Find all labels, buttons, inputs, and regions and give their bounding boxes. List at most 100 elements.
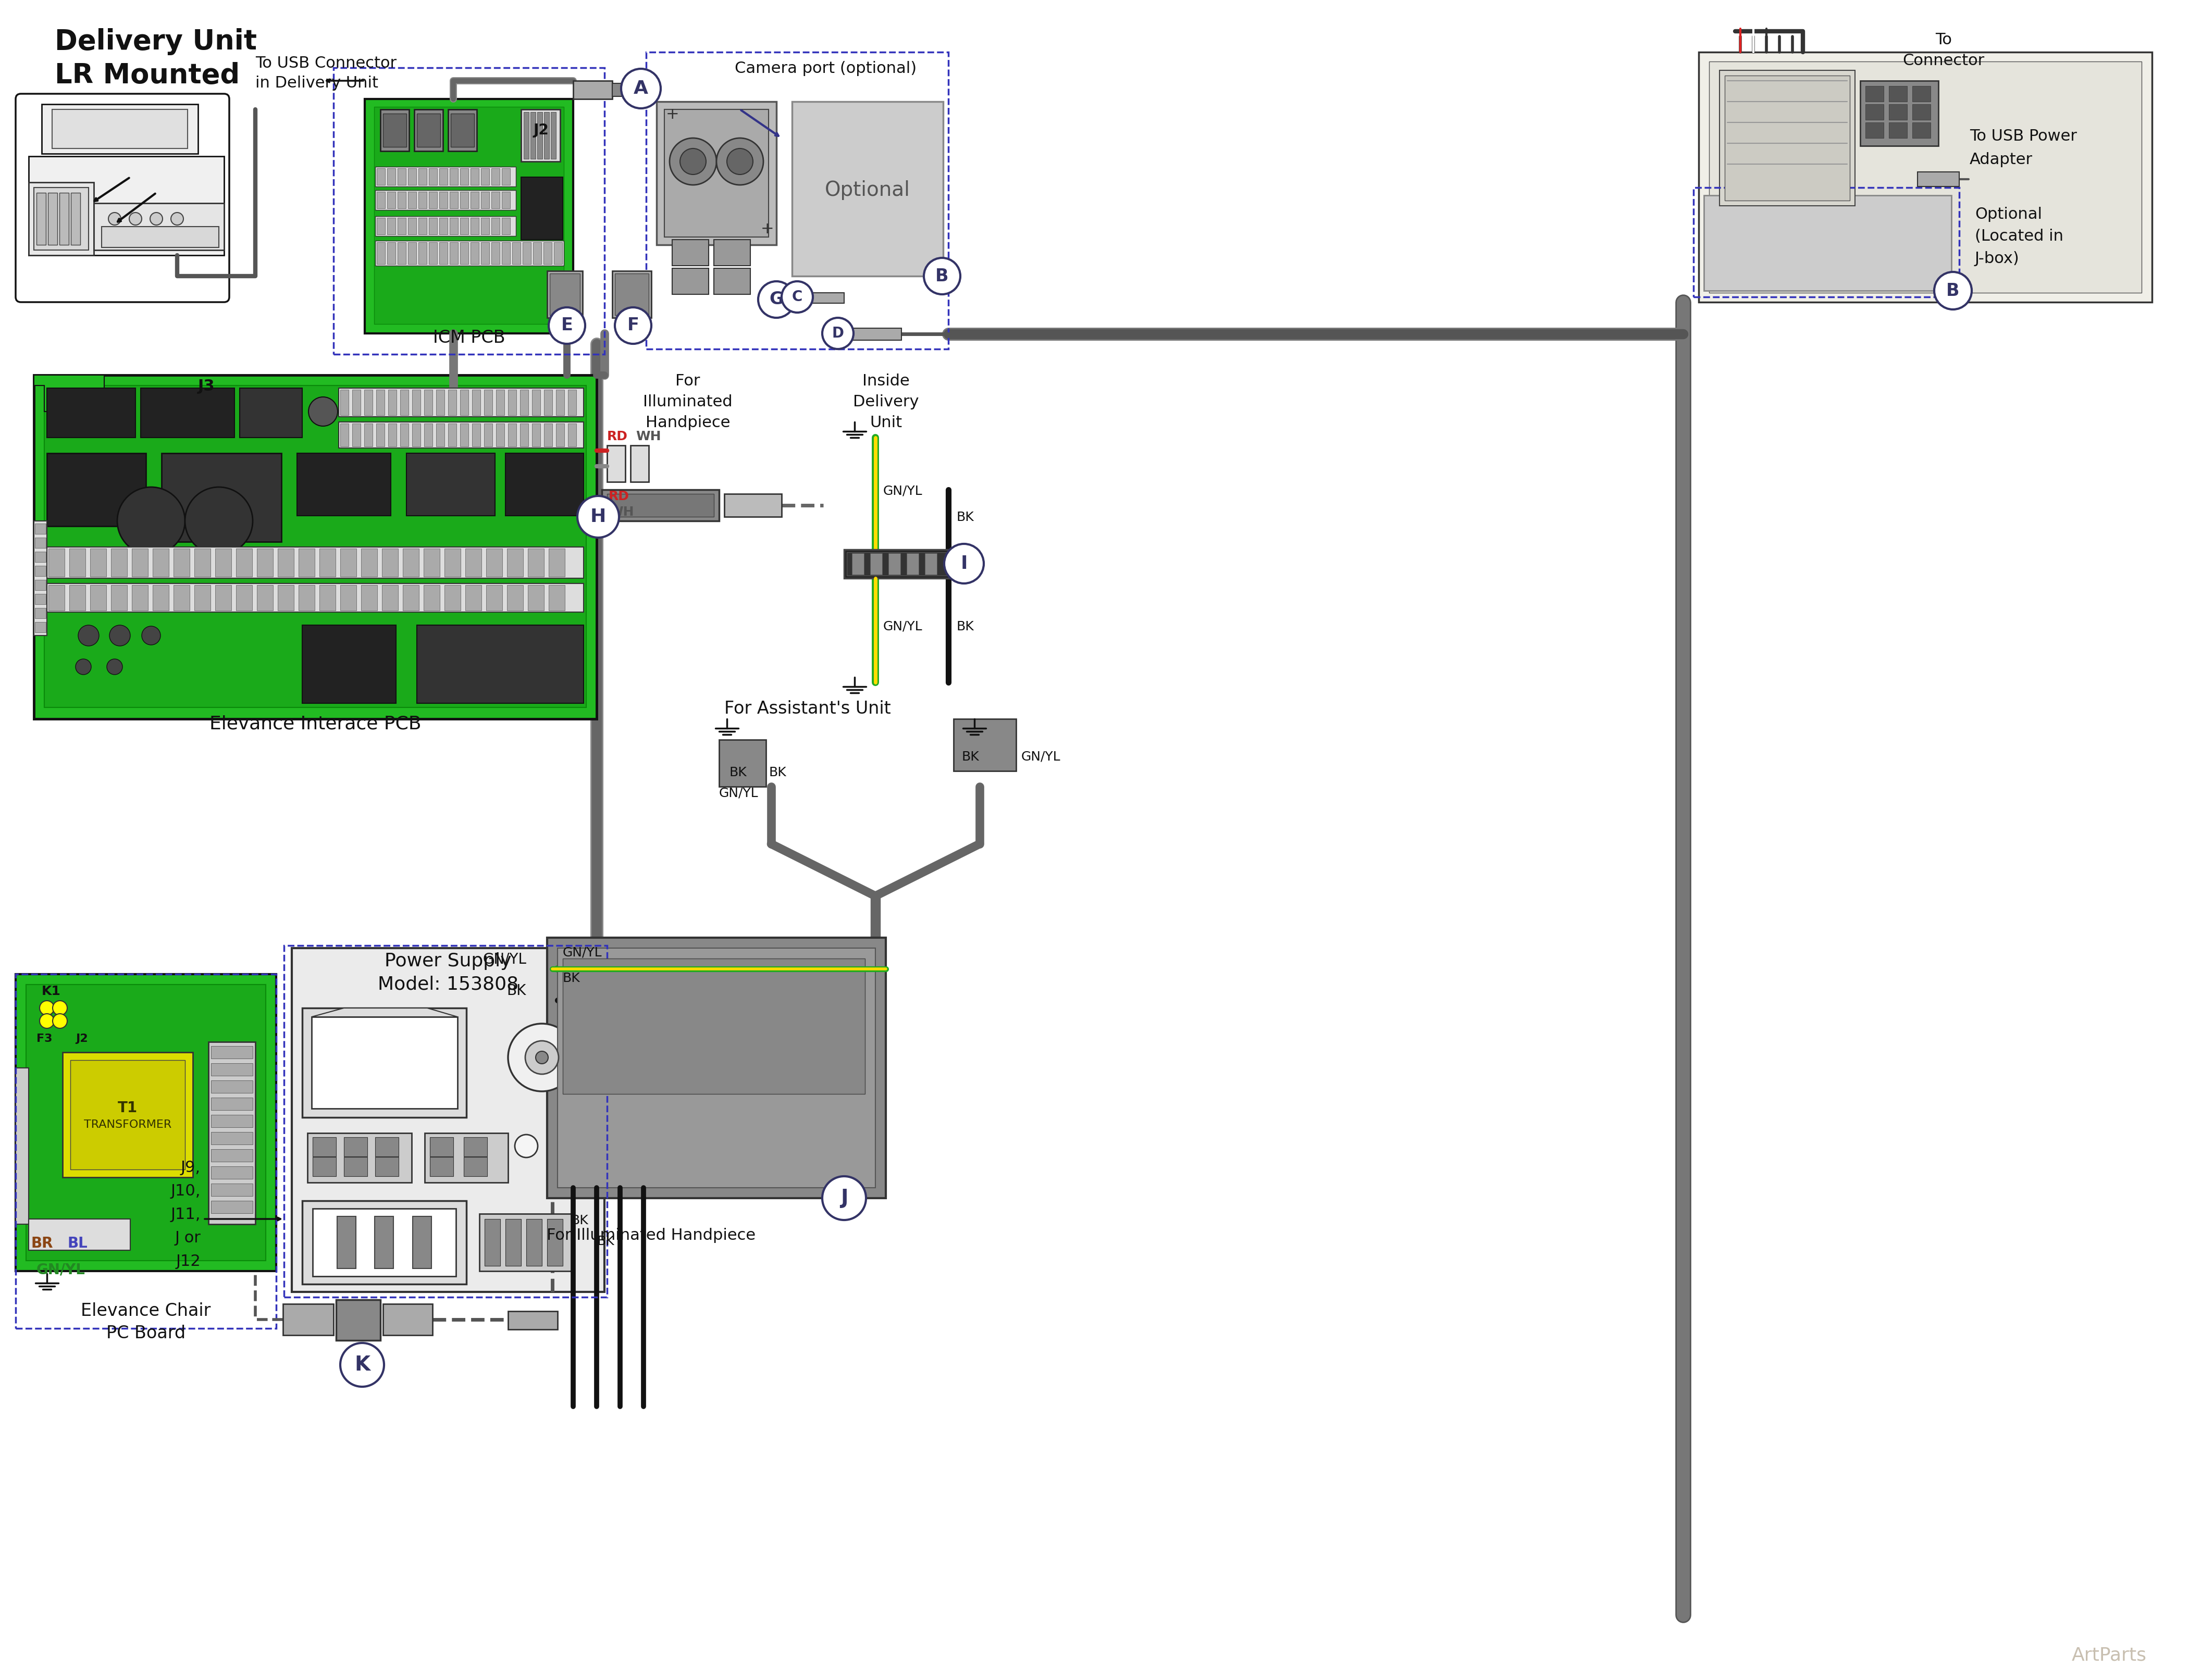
Bar — [543, 242, 552, 264]
Bar — [523, 242, 532, 264]
Bar — [381, 549, 398, 576]
Bar — [162, 454, 282, 541]
Bar — [497, 423, 503, 447]
Bar — [425, 1132, 508, 1183]
Bar — [15, 974, 276, 1329]
Text: D: D — [832, 326, 845, 341]
Bar — [374, 166, 517, 186]
Text: Optional: Optional — [1974, 207, 2042, 222]
Bar — [521, 109, 560, 161]
Text: J11,: J11, — [171, 1206, 201, 1221]
Circle shape — [536, 1052, 547, 1063]
Bar — [278, 549, 293, 576]
Bar — [545, 390, 552, 415]
Bar — [387, 423, 396, 447]
Bar — [547, 937, 887, 1198]
Bar — [387, 192, 396, 208]
Bar — [414, 1216, 431, 1268]
Text: K: K — [355, 1356, 370, 1374]
Text: BK: BK — [598, 1235, 615, 1248]
Text: To: To — [1935, 32, 1953, 47]
Bar — [153, 549, 169, 576]
Text: K1: K1 — [42, 984, 61, 998]
Bar — [320, 549, 335, 576]
Bar — [429, 218, 438, 235]
Bar — [48, 549, 66, 576]
Circle shape — [109, 213, 120, 225]
Bar — [954, 719, 1016, 771]
Bar — [210, 1097, 252, 1110]
Text: BK: BK — [571, 1215, 589, 1226]
Circle shape — [757, 281, 795, 318]
Bar — [479, 1213, 574, 1272]
Bar — [563, 959, 865, 1094]
Bar — [383, 114, 407, 146]
Text: Connector: Connector — [1902, 54, 1985, 69]
Text: Handpiece: Handpiece — [646, 415, 731, 430]
Bar — [482, 218, 490, 235]
Bar — [460, 390, 468, 415]
Bar — [374, 1216, 394, 1268]
Bar — [377, 168, 385, 185]
Text: Elevance Interace PCB: Elevance Interace PCB — [210, 716, 420, 732]
Text: C: C — [792, 289, 803, 304]
Bar — [35, 608, 46, 618]
Bar — [401, 423, 409, 447]
Bar — [602, 489, 718, 521]
Bar — [339, 390, 348, 415]
Text: J3: J3 — [197, 378, 215, 393]
Text: J9,: J9, — [182, 1161, 201, 1176]
Bar — [449, 192, 458, 208]
Bar — [1913, 123, 1931, 138]
Bar — [490, 242, 499, 264]
Bar — [46, 454, 147, 526]
Text: GN/YL: GN/YL — [718, 788, 757, 800]
Bar — [285, 946, 606, 1297]
Circle shape — [142, 627, 160, 645]
Bar — [239, 388, 302, 437]
Bar — [215, 549, 232, 576]
Circle shape — [681, 148, 707, 175]
Text: J or: J or — [175, 1230, 201, 1245]
Bar — [1889, 86, 1907, 101]
Bar — [444, 585, 460, 610]
Circle shape — [1935, 272, 1972, 309]
Text: J: J — [841, 1188, 847, 1208]
Bar — [466, 549, 482, 576]
Bar — [672, 269, 709, 294]
Bar — [195, 549, 210, 576]
Bar — [449, 109, 477, 151]
Bar — [383, 1304, 433, 1336]
Bar — [313, 1158, 337, 1176]
Text: To USB Power: To USB Power — [1970, 129, 2077, 144]
Bar — [486, 549, 501, 576]
Bar — [482, 192, 490, 208]
Bar — [381, 109, 409, 151]
Bar — [852, 553, 865, 575]
Bar — [387, 242, 396, 264]
Bar — [714, 240, 751, 265]
Bar — [361, 585, 377, 610]
Bar — [490, 192, 499, 208]
Bar — [1889, 104, 1907, 119]
Bar — [153, 585, 169, 610]
Bar — [374, 1137, 398, 1156]
Bar — [501, 242, 510, 264]
Text: F: F — [626, 318, 639, 334]
Bar — [48, 585, 66, 610]
Bar — [33, 521, 46, 635]
Bar — [534, 242, 541, 264]
Bar — [339, 549, 357, 576]
Bar — [490, 168, 499, 185]
Bar — [374, 190, 517, 210]
Bar — [210, 1132, 252, 1144]
Bar — [482, 168, 490, 185]
Bar — [528, 585, 545, 610]
Text: RD: RD — [606, 430, 628, 444]
Bar — [210, 1149, 252, 1161]
Bar — [718, 739, 766, 786]
Bar — [70, 193, 81, 245]
Text: Elevance Chair
PC Board: Elevance Chair PC Board — [81, 1302, 210, 1342]
Circle shape — [549, 307, 584, 344]
Bar — [545, 113, 549, 160]
